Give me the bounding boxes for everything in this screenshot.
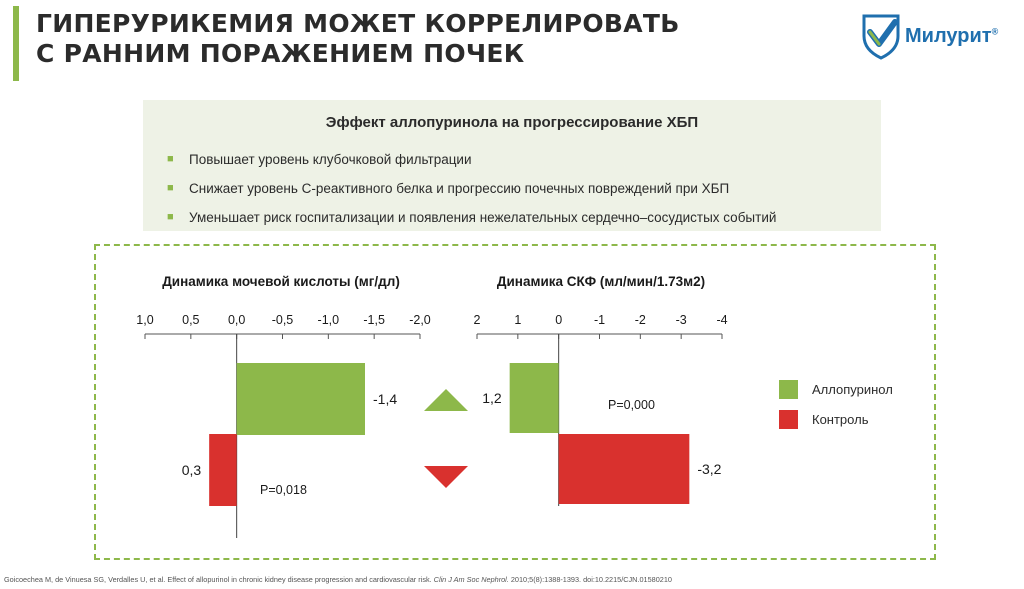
- uric-acid-data-label: -1,4: [373, 391, 397, 407]
- legend-label: Аллопуринол: [812, 382, 893, 397]
- gfr-tick-label: -3: [676, 313, 687, 327]
- list-item: ■ Снижает уровень С-реактивного белка и п…: [167, 174, 776, 203]
- citation-footnote: Goicoechea M, de Vinuesa SG, Verdalles U…: [4, 575, 672, 584]
- milurit-shield-icon: [862, 14, 900, 60]
- gfr-tick-label: -2: [635, 313, 646, 327]
- gfr-tick-label: 0: [555, 313, 562, 327]
- list-item-text: Уменьшает риск госпитализации и появлени…: [189, 210, 777, 225]
- uric-acid-tick-label: -2,0: [409, 313, 431, 327]
- page-title-line-2: С РАННИМ ПОРАЖЕНИЕМ ПОЧЕК: [36, 39, 525, 68]
- bullet-square-icon: ■: [167, 182, 174, 194]
- info-box-title: Эффект аллопуринола на прогрессирование …: [325, 114, 699, 131]
- logo-text: Милурит®: [905, 25, 998, 48]
- charts-layer: 1,0 0,5 0,0 -0,5 -1,0 -1,5 -2,0 -1,4 0,3 P=0,018 2…: [136, 313, 728, 538]
- uric-acid-chart-title: Динамика мочевой кислоты (мг/дл): [162, 274, 400, 289]
- uric-acid-bar-allopurinol: [236, 363, 365, 435]
- legend-label: Контроль: [812, 412, 869, 427]
- gfr-tick-label: 1: [514, 313, 521, 327]
- legend-swatch-allopurinol: [779, 380, 798, 399]
- uric-acid-tick-label: -1,0: [318, 313, 340, 327]
- gfr-bar-control: [558, 434, 690, 504]
- list-item-text: Повышает уровень клубочковой фильтрации: [189, 152, 472, 167]
- milurit-logo: Милурит®: [858, 12, 1014, 60]
- uric-acid-tick-label: -0,5: [272, 313, 294, 327]
- uric-acid-tick-label: 1,0: [136, 313, 153, 327]
- effect-list: ■ Повышает уровень клубочковой фильтрации…: [167, 145, 776, 232]
- logo-brand-name: Милурит: [905, 25, 992, 47]
- list-item-text: Снижает уровень С-реактивного белка и пр…: [189, 181, 730, 196]
- citation-text: Goicoechea M, de Vinuesa SG, Verdalles U…: [4, 575, 432, 584]
- citation-journal: Clin J Am Soc Nephrol.: [433, 575, 509, 584]
- gfr-bar-allopurinol: [509, 363, 559, 433]
- uric-acid-bar-control: [209, 434, 237, 506]
- list-item: ■ Уменьшает риск госпитализации и появлен…: [167, 203, 776, 232]
- allopurinol-effect-box: Эффект аллопуринола на прогрессирование …: [143, 100, 881, 231]
- legend-swatch-control: [779, 410, 798, 429]
- gfr-data-label: -3,2: [697, 461, 721, 477]
- page-title: ГИПЕРУРИКЕМИЯ МОЖЕТ КОРРЕЛИРОВАТЬ С РАНН…: [36, 9, 680, 69]
- gfr-tick-label: -1: [594, 313, 605, 327]
- uric-acid-tick-label: 0,0: [228, 313, 245, 327]
- bullet-square-icon: ■: [167, 153, 174, 165]
- logo-registered-mark: ®: [991, 26, 999, 37]
- gfr-chart-title: Динамика СКФ (мл/мин/1.73м2): [497, 274, 705, 289]
- uric-acid-tick-label: -1,5: [363, 313, 385, 327]
- uric-acid-data-label: 0,3: [182, 462, 202, 478]
- citation-details: 2010;5(8):1388-1393. doi:10.2215/CJN.015…: [510, 575, 672, 584]
- gfr-data-label: 1,2: [482, 390, 502, 406]
- page-title-line-1: ГИПЕРУРИКЕМИЯ МОЖЕТ КОРРЕЛИРОВАТЬ: [36, 9, 680, 38]
- charts-frame: [94, 244, 936, 560]
- gfr-tick-label: 2: [474, 313, 481, 327]
- gfr-p-value: P=0,000: [608, 398, 655, 412]
- title-accent-bar: [13, 6, 19, 81]
- list-item: ■ Повышает уровень клубочковой фильтрации: [167, 145, 776, 174]
- uric-acid-tick-label: 0,5: [182, 313, 199, 327]
- bullet-square-icon: ■: [167, 211, 174, 223]
- triangle-up-icon: [424, 389, 468, 411]
- uric-acid-p-value: P=0,018: [260, 483, 307, 497]
- triangle-down-icon: [424, 466, 468, 488]
- gfr-tick-label: -4: [716, 313, 727, 327]
